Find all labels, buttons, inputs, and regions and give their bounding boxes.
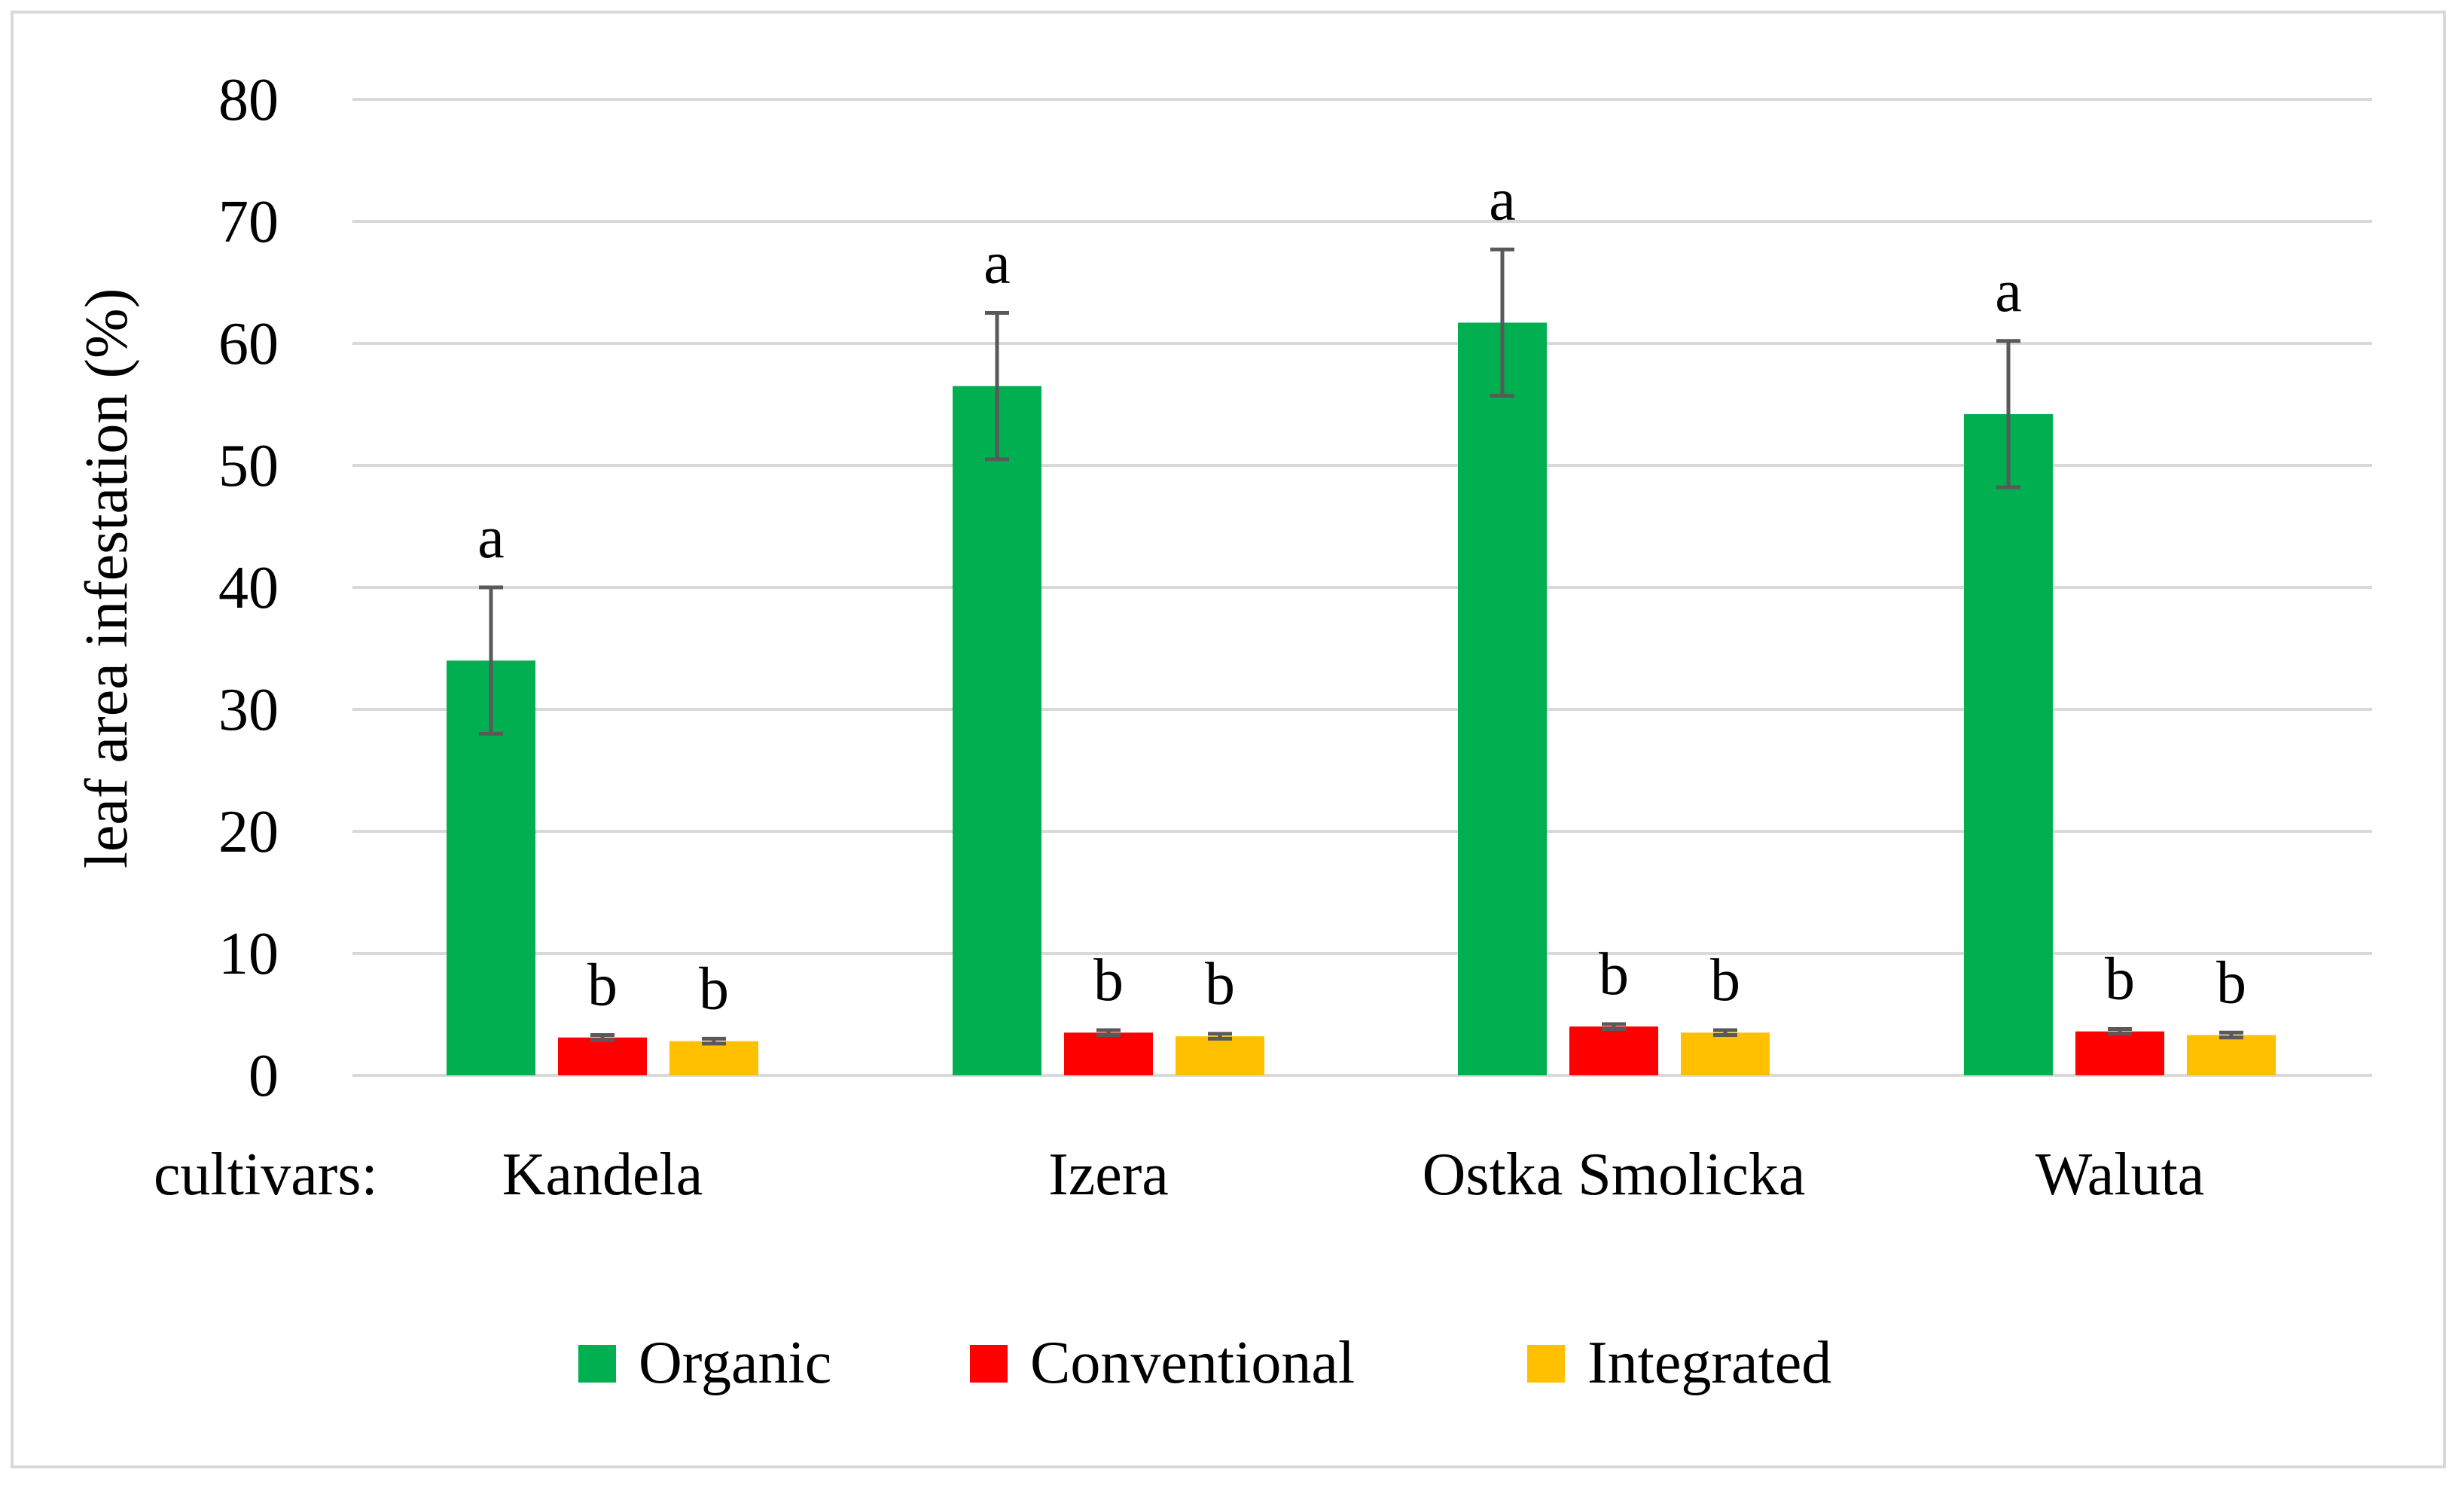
- significance-letter: b: [1205, 951, 1235, 1017]
- bar-integrated-izera: [1176, 1036, 1264, 1075]
- significance-letter: b: [587, 953, 618, 1019]
- x-axis-prefix: cultivars:: [154, 1142, 378, 1208]
- bar-conventional-waluta: [2075, 1031, 2164, 1075]
- legend: Organic Conventional Integrated: [578, 1330, 1831, 1396]
- x-tick-label: Ostka Smolicka: [1423, 1142, 1806, 1208]
- bar-integrated-waluta: [2187, 1035, 2276, 1075]
- x-axis-tick-labels: Kandela Izera Ostka Smolicka Waluta: [502, 1142, 2205, 1208]
- significance-letter: b: [1599, 941, 1629, 1008]
- significance-letter: b: [1093, 947, 1124, 1014]
- y-tick-label: 50: [218, 433, 279, 499]
- bar-conventional-izera: [1064, 1032, 1153, 1075]
- error-bars: [479, 247, 2243, 1046]
- y-tick-label: 60: [218, 311, 279, 377]
- bar-integrated-kandela: [669, 1041, 758, 1075]
- legend-label-organic: Organic: [639, 1330, 831, 1396]
- y-tick-label: 20: [218, 799, 279, 865]
- significance-letter: a: [1995, 258, 2022, 325]
- legend-swatch-conventional: [970, 1345, 1008, 1383]
- x-tick-label: Waluta: [2036, 1142, 2205, 1208]
- bar-organic-waluta: [1964, 413, 2053, 1075]
- y-tick-label: 0: [249, 1043, 279, 1109]
- legend-label-conventional: Conventional: [1030, 1330, 1355, 1396]
- y-tick-label: 10: [218, 921, 279, 987]
- y-tick-label: 40: [218, 555, 279, 621]
- bar-conventional-kandela: [558, 1037, 647, 1075]
- bar-conventional-ostka-smolicka: [1569, 1026, 1658, 1075]
- y-axis-tick-labels: 0 10 20 30 40 50 60 70 80: [218, 67, 279, 1109]
- y-tick-label: 30: [218, 677, 279, 743]
- y-axis-label: leaf area infestation (%): [74, 288, 140, 869]
- bar-organic-izera: [953, 386, 1041, 1075]
- x-tick-label: Izera: [1048, 1142, 1169, 1208]
- bar-integrated-ostka-smolicka: [1681, 1032, 1770, 1075]
- bars: [447, 322, 2276, 1076]
- significance-letters: a a a a b b b b b b b b: [477, 166, 2246, 1022]
- significance-letter: b: [699, 956, 729, 1022]
- significance-letter: b: [1710, 947, 1740, 1014]
- significance-letter: a: [983, 230, 1011, 297]
- significance-letter: b: [2216, 950, 2246, 1016]
- legend-swatch-integrated: [1527, 1345, 1565, 1383]
- gridlines: [352, 98, 2372, 1077]
- significance-letter: a: [1489, 166, 1516, 233]
- legend-swatch-organic: [578, 1345, 616, 1383]
- x-tick-label: Kandela: [502, 1142, 703, 1208]
- legend-label-integrated: Integrated: [1587, 1330, 1831, 1396]
- y-tick-label: 70: [218, 189, 279, 255]
- y-tick-label: 80: [218, 67, 279, 133]
- significance-letter: b: [2105, 946, 2135, 1012]
- bar-organic-ostka-smolicka: [1458, 322, 1547, 1076]
- significance-letter: a: [477, 505, 505, 571]
